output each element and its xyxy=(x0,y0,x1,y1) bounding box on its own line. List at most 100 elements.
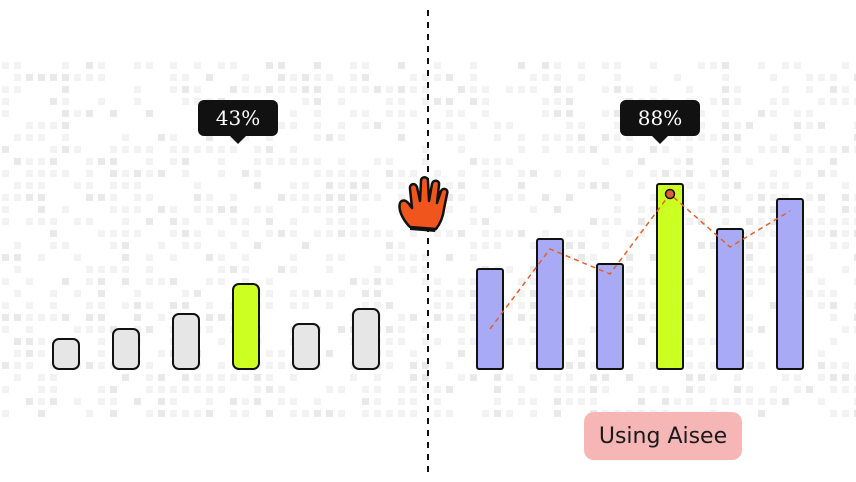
bg-dot xyxy=(38,218,45,225)
bg-dot xyxy=(62,98,69,105)
bg-dot xyxy=(722,86,729,93)
bg-dot xyxy=(314,410,321,417)
bg-dot xyxy=(2,218,9,225)
bg-dot xyxy=(578,254,585,261)
bg-dot xyxy=(554,374,561,381)
bg-dot xyxy=(554,110,561,117)
bg-dot xyxy=(686,134,693,141)
bg-dot xyxy=(530,74,537,81)
bg-dot xyxy=(326,218,333,225)
bg-dot xyxy=(98,98,105,105)
bg-dot xyxy=(470,242,477,249)
bg-dot xyxy=(542,74,549,81)
bg-dot xyxy=(410,374,417,381)
bar-2[interactable] xyxy=(596,263,624,370)
bg-dot xyxy=(650,326,657,333)
bg-dot xyxy=(350,278,357,285)
bg-dot xyxy=(578,242,585,249)
bg-dot xyxy=(2,254,9,261)
bar-1[interactable] xyxy=(112,328,140,370)
bar-1[interactable] xyxy=(536,238,564,370)
bg-dot xyxy=(518,278,525,285)
bg-dot xyxy=(122,206,129,213)
bg-dot xyxy=(626,86,633,93)
bg-dot xyxy=(818,170,825,177)
bg-dot xyxy=(266,374,273,381)
bar-2[interactable] xyxy=(172,313,200,370)
bg-dot xyxy=(14,350,21,357)
bg-dot xyxy=(74,182,81,189)
hand-icon[interactable] xyxy=(398,176,449,232)
bg-dot xyxy=(458,338,465,345)
bg-dot xyxy=(350,86,357,93)
bg-dot xyxy=(110,170,117,177)
bg-dot xyxy=(2,86,9,93)
bg-dot xyxy=(170,386,177,393)
bg-dot xyxy=(14,266,21,273)
bg-dot xyxy=(134,230,141,237)
bg-dot xyxy=(782,98,789,105)
bg-dot xyxy=(374,398,381,405)
bg-dot xyxy=(62,242,69,249)
bg-dot xyxy=(578,350,585,357)
bg-dot xyxy=(422,266,429,273)
bar-0[interactable] xyxy=(476,268,504,370)
bg-dot xyxy=(410,314,417,321)
bg-dot xyxy=(362,230,369,237)
bg-dot xyxy=(98,326,105,333)
bg-dot xyxy=(470,374,477,381)
bar-3[interactable] xyxy=(232,283,260,370)
bg-dot xyxy=(722,74,729,81)
bar-5[interactable] xyxy=(352,308,380,370)
bg-dot xyxy=(98,74,105,81)
bg-dot xyxy=(542,146,549,153)
bg-dot xyxy=(62,314,69,321)
bar-0[interactable] xyxy=(52,338,80,370)
bg-dot xyxy=(338,98,345,105)
bg-dot xyxy=(818,362,825,369)
bg-dot xyxy=(182,290,189,297)
bg-dot xyxy=(350,170,357,177)
bg-dot xyxy=(26,218,33,225)
bar-3[interactable] xyxy=(656,183,684,370)
bg-dot xyxy=(602,182,609,189)
bg-dot xyxy=(542,194,549,201)
bg-dot xyxy=(758,110,765,117)
bg-dot xyxy=(50,230,57,237)
bg-dot xyxy=(830,314,837,321)
bg-dot xyxy=(86,170,93,177)
bg-dot xyxy=(842,206,849,213)
bg-dot xyxy=(26,170,33,177)
bg-dot xyxy=(746,122,753,129)
bg-dot xyxy=(518,290,525,297)
bg-dot xyxy=(38,182,45,189)
bg-dot xyxy=(590,290,597,297)
bg-dot xyxy=(290,194,297,201)
bg-dot xyxy=(314,230,321,237)
bg-dot xyxy=(302,242,309,249)
bg-dot xyxy=(98,314,105,321)
bar-5[interactable] xyxy=(776,198,804,370)
bg-dot xyxy=(590,374,597,381)
bar-4[interactable] xyxy=(716,228,744,370)
bg-dot xyxy=(86,74,93,81)
bg-dot xyxy=(254,398,261,405)
bg-dot xyxy=(110,266,117,273)
bg-dot xyxy=(842,62,849,69)
bg-dot xyxy=(722,194,729,201)
right-bar-chart xyxy=(476,183,804,370)
bg-dot xyxy=(626,266,633,273)
bg-dot xyxy=(386,170,393,177)
bg-dot xyxy=(38,338,45,345)
bg-dot xyxy=(470,290,477,297)
bg-dot xyxy=(218,278,225,285)
bg-dot xyxy=(14,362,21,369)
bg-dot xyxy=(50,158,57,165)
bg-dot xyxy=(530,266,537,273)
bar-4[interactable] xyxy=(292,323,320,370)
right-tooltip: 88% xyxy=(620,100,700,144)
bg-dot xyxy=(794,62,801,69)
bg-dot xyxy=(38,206,45,213)
bg-dot xyxy=(314,170,321,177)
